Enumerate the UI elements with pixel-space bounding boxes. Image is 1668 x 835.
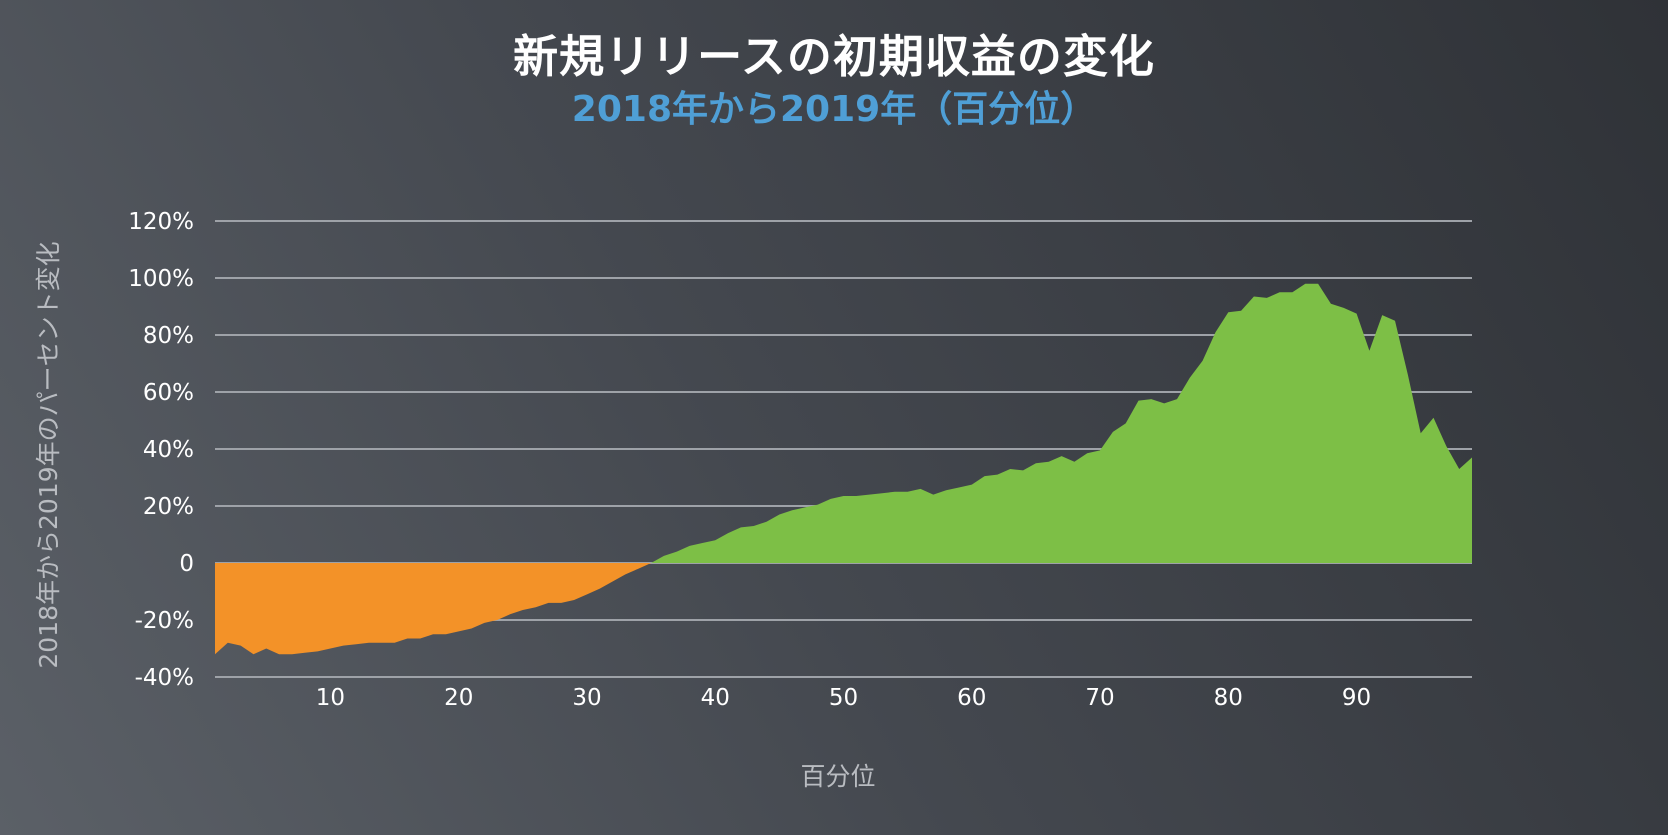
y-tick-label: 100%: [128, 266, 194, 292]
y-tick-label: 120%: [128, 209, 194, 235]
y-axis-title: 2018年から2019年のパーセント変化: [34, 241, 63, 668]
x-tick-label: 40: [701, 685, 730, 711]
x-tick-label: 10: [316, 685, 345, 711]
x-tick-label: 50: [829, 685, 858, 711]
y-tick-label: 0: [179, 551, 194, 577]
x-axis-title: 百分位: [800, 762, 875, 791]
y-tick-label: -20%: [135, 608, 194, 634]
y-tick-label: -40%: [135, 665, 194, 691]
y-tick-label: 40%: [143, 437, 194, 463]
x-tick-label: 70: [1085, 685, 1114, 711]
x-tick-label: 30: [572, 685, 601, 711]
area-series: [215, 283, 1472, 655]
x-axis-ticks: 10 20 30 40 50 60 70 80 90: [316, 685, 1371, 711]
y-axis-ticks: 120% 100% 80% 60% 40% 20% 0 -20% -40%: [128, 209, 194, 691]
y-tick-label: 20%: [143, 494, 194, 520]
x-tick-label: 90: [1342, 685, 1371, 711]
y-tick-label: 60%: [143, 380, 194, 406]
chart-subtitle: 2018年から2019年（百分位）: [571, 89, 1097, 130]
negative-area: [215, 563, 652, 655]
y-tick-label: 80%: [143, 323, 194, 349]
positive-area: [651, 283, 1472, 563]
chart-title: 新規リリースの初期収益の変化: [513, 30, 1155, 83]
x-tick-label: 80: [1214, 685, 1243, 711]
x-tick-label: 20: [444, 685, 473, 711]
x-tick-label: 60: [957, 685, 986, 711]
